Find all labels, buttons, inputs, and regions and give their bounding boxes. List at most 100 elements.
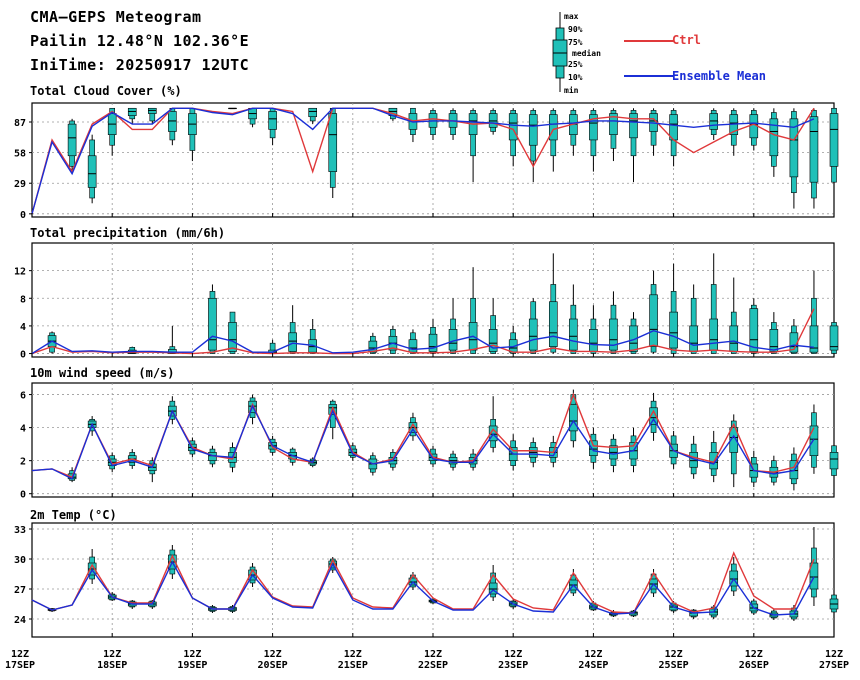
precip-ytick-label: 0 [20,350,26,361]
cloud-box-p25-p75 [148,107,157,114]
cloud-ytick-label: 0 [20,210,26,221]
wind-ytick-label: 2 [20,457,26,468]
time-axis-hour: 12Z [103,649,122,660]
cloud-ytick-label: 29 [14,179,26,190]
time-axis-date: 20SEP [257,660,288,671]
precip-box-p25-p75 [488,329,498,352]
time-axis-label: 12Z 23SEP [493,649,533,671]
cloud-box-p25-p75 [87,155,97,188]
cloud-box-p25-p75 [629,113,638,139]
temp-panel-title: 2m Temp (°C) [30,508,117,522]
cloud-ytick-label: 58 [14,149,26,160]
time-axis-date: 18SEP [97,660,128,671]
cloud-box-p25-p75 [789,118,799,178]
cloud-box-p25-p75 [829,113,839,167]
cloud-box-p25-p75 [709,113,719,130]
time-axis-hour: 12Z [263,649,282,660]
precip-box-p25-p75 [548,301,558,347]
precip-box-p25-p75 [709,318,719,351]
precip-box-p25-p75 [749,308,759,352]
wind-ytick-label: 6 [20,391,26,402]
cloud-box-p25-p75 [609,113,618,135]
wind-ytick-label: 0 [20,490,26,501]
temp-ytick-label: 33 [14,525,26,536]
time-axis-hour: 12Z [664,649,683,660]
time-axis-date: 25SEP [658,660,689,671]
cloud-box-p25-p75 [168,111,177,132]
time-axis-label: 12Z 19SEP [172,649,212,671]
cloud-panel-title: Total Cloud Cover (%) [30,84,182,98]
time-axis-hour: 12Z [10,649,30,660]
precip-box-p25-p75 [649,294,658,347]
precip-box-p25-p75 [609,318,618,351]
temp-ctrl-line [31,551,815,614]
cloud-box-p25-p75 [809,116,819,183]
cloud-box-p25-p75 [528,114,538,146]
precip-box-p25-p75 [689,325,698,352]
time-axis-label: 12Z 27SEP [814,649,854,671]
legend-mean-label: Ensemble Mean [672,69,766,83]
cloud-box-p25-p75 [508,113,518,141]
location-label: Pailin 12.48°N 102.36°E [30,32,250,50]
precip-box-p25-p75 [208,297,217,351]
time-axis-date: 27SEP [818,660,850,671]
legend-p10-label: 10% [568,73,583,82]
temp-ytick-label: 24 [14,615,26,626]
time-axis-date: 24SEP [578,660,609,671]
time-axis-label: 12Z 17SEP [0,649,40,671]
precip-ytick-label: 12 [14,267,26,278]
wind-ytick-label: 4 [20,424,26,435]
wind-box-p25-p75 [589,440,598,456]
time-axis-date: 26SEP [738,660,769,671]
cloud-box-p25-p75 [488,113,498,128]
precip-ytick-label: 8 [20,294,26,305]
time-axis-hour: 12Z [504,649,523,660]
legend-p25-label: 25% [568,60,583,69]
legend-p90-label: 90% [568,25,583,34]
time-axis-label: 12Z 22SEP [413,649,453,671]
time-axis-label: 12Z 25SEP [654,649,694,671]
wind-box-p25-p75 [649,407,658,425]
legend-p75-label: 75% [568,38,583,47]
precip-box-p25-p75 [829,325,839,351]
legend-ctrl-label: Ctrl [672,33,701,47]
precip-box-p25-p75 [809,325,819,353]
precip-ytick-label: 4 [20,322,26,333]
legend: max 90% 75% median 25% 10% min Ctrl Ense… [540,8,840,98]
temp-box-p25-p75 [809,562,819,590]
legend-ctrl-line [624,40,674,42]
time-axis-hour: 12Z [744,649,763,660]
time-axis-label: 12Z 20SEP [253,649,293,671]
precip-box-p25-p75 [288,332,297,352]
precip-box-p25-p75 [769,329,779,352]
precip-box-p25-p75 [589,329,598,352]
cloud-box-p25-p75 [268,111,277,130]
time-axis-label: 12Z 18SEP [92,649,132,671]
precip-box-p25-p75 [669,311,678,349]
time-axis-hour: 12Z [343,649,362,660]
precip-plot-frame [31,242,835,358]
time-axis-date: 21SEP [337,660,368,671]
wind-mean-line [31,404,815,480]
cloud-box-p25-p75 [589,114,598,141]
time-axis-date: 19SEP [177,660,208,671]
temp-ytick-label: 27 [14,585,26,596]
cloud-box-p25-p75 [308,107,318,118]
wind-panel-title: 10m wind speed (m/s) [30,366,175,380]
wind-box-p25-p75 [569,404,578,432]
time-axis-label: 12Z 21SEP [333,649,373,671]
cloud-ctrl-line [31,107,815,215]
cloud-box-p25-p75 [769,118,779,157]
cloud-ytick-label: 87 [14,118,26,129]
cloud-box-p25-p75 [127,107,137,116]
wind-box-p25-p75 [829,452,839,470]
init-time-label: IniTime: 20250917 12UTC [30,56,250,74]
precip-box-p25-p75 [228,322,237,352]
precip-mean-line [31,330,815,355]
wind-box-p25-p75 [729,427,739,453]
legend-min-label: min [564,86,579,95]
legend-box-icon [552,12,568,92]
cloud-box-p25-p75 [67,123,77,157]
time-axis-label: 12Z 26SEP [734,649,774,671]
